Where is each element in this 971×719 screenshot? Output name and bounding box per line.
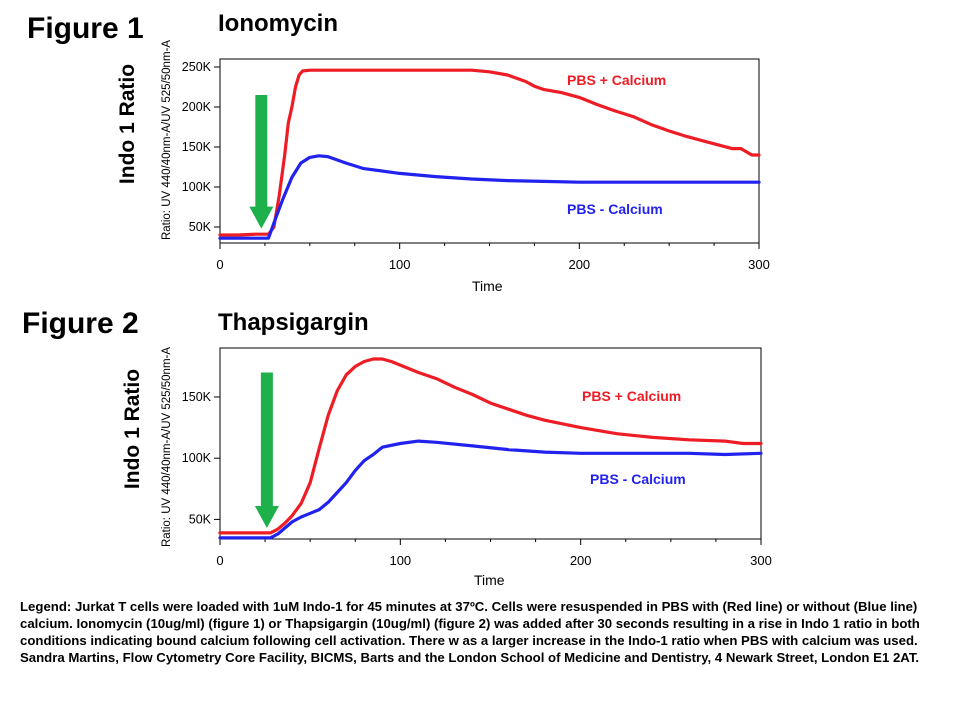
x-tick-label: 300 [750,553,772,568]
x-tick-label: 100 [389,553,411,568]
plot-frame [219,347,762,540]
series-line-with-calcium [218,68,761,237]
legend-paragraph: Legend: Jurkat T cells were loaded with … [20,599,920,665]
chart-2-xlabel: Time [474,572,505,588]
series-label-without-calcium: PBS - Calcium [567,201,663,217]
series-label-with-calcium: PBS + Calcium [582,388,681,404]
stimulus-arrow [254,372,279,528]
y-tick-label: 50K [189,220,212,234]
y-tick-label: 150K [182,390,212,404]
x-tick-label: 0 [216,257,223,272]
chart-2-plot: 0 100 200 300 50K 100K 150K PBS + Calcium PBS - … [182,347,772,568]
y-tick-label: 100K [182,451,212,465]
x-tick-label: 200 [570,553,592,568]
figure-1-label: Figure 1 [27,12,144,45]
stimulus-arrow [249,95,274,229]
x-tick-label: 200 [568,257,590,272]
series-label-with-calcium: PBS + Calcium [567,72,666,88]
y-tick-label: 250K [182,60,212,74]
x-tick-label: 300 [748,257,770,272]
chart-1-plot: 0 100 200 300 50K 100K 150K 200K 250K PBS + Calci… [182,58,770,272]
series-line-without-calcium [218,439,763,540]
y-tick-label: 50K [189,512,212,526]
series-label-without-calcium: PBS - Calcium [590,471,686,487]
y-tick-label: 100K [182,180,212,194]
y-tick-label: 200K [182,100,212,114]
chart-1-xlabel: Time [472,278,503,294]
chart-1-title: Ionomycin [218,10,339,37]
series-line-with-calcium [218,357,763,535]
x-tick-label: 0 [216,553,223,568]
y-tick-label: 150K [182,140,212,154]
x-tick-label: 100 [389,257,411,272]
series-line-without-calcium [218,154,761,240]
figure-2-label: Figure 2 [22,307,139,340]
chart-2-title: Thapsigargin [218,309,369,336]
